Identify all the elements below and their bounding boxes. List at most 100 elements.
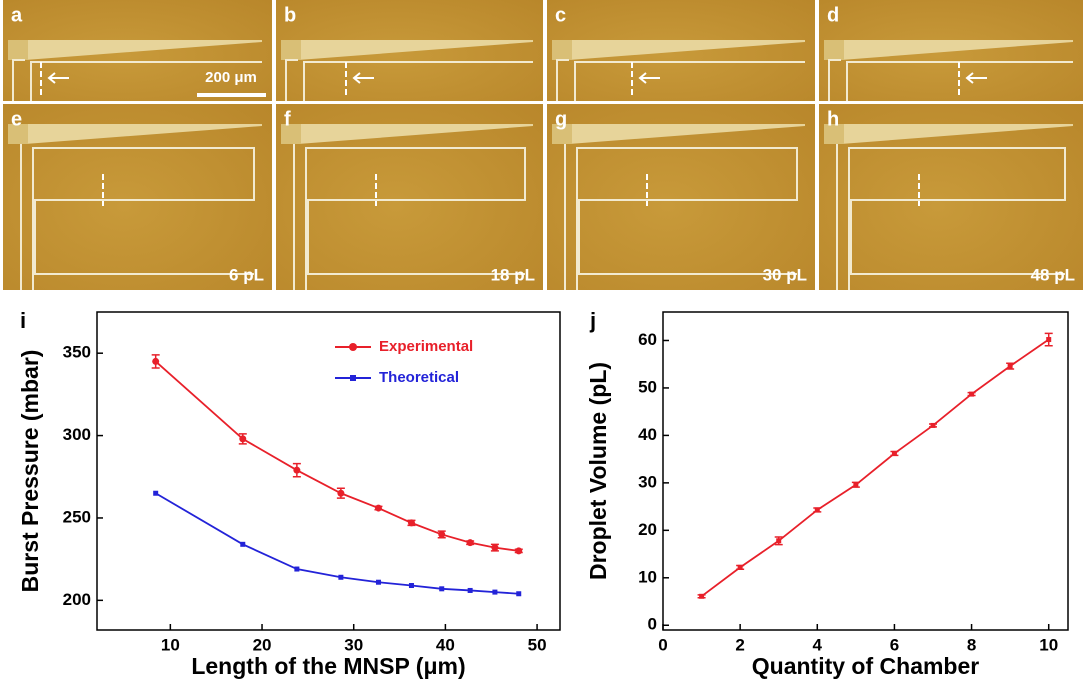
y-tick-label: 60	[638, 330, 657, 349]
marker	[439, 586, 445, 592]
series-line	[155, 492, 519, 595]
strip-head	[552, 40, 572, 60]
panel-label: i	[20, 308, 26, 333]
legend-marker	[350, 375, 356, 381]
strip	[25, 124, 262, 144]
marker	[1046, 337, 1052, 343]
marker	[814, 507, 820, 513]
marker	[467, 587, 473, 593]
marker	[466, 539, 474, 547]
panel-label: b	[284, 4, 296, 26]
strip	[298, 40, 533, 60]
x-tick-label: 6	[890, 635, 899, 654]
panel-label: h	[827, 108, 839, 130]
x-tick-label: 20	[253, 635, 272, 654]
channel	[20, 144, 255, 290]
y-tick-label: 0	[648, 615, 657, 634]
micrograph: d	[819, 0, 1083, 101]
x-tick-label: 0	[658, 635, 667, 654]
panel-label: e	[11, 108, 22, 130]
y-tick-label: 350	[63, 343, 91, 362]
y-tick-label: 10	[638, 567, 657, 586]
strip	[25, 40, 262, 60]
channel	[836, 144, 1066, 290]
x-tick-label: 4	[813, 635, 823, 654]
volume-label: 48 pL	[1031, 265, 1075, 284]
arrow	[638, 72, 660, 84]
micrograph: e 6 pL	[3, 104, 272, 290]
x-tick-label: 40	[436, 635, 455, 654]
strip	[841, 124, 1073, 144]
strip-head	[281, 40, 301, 60]
x-tick-label: 2	[735, 635, 744, 654]
micrograph: g 30 pL	[547, 104, 815, 290]
marker	[491, 544, 499, 552]
y-tick-label: 300	[63, 425, 91, 444]
y-tick-label: 250	[63, 507, 91, 526]
marker	[374, 504, 382, 512]
channel	[556, 59, 805, 101]
channel	[564, 144, 798, 290]
y-tick-label: 200	[63, 590, 91, 609]
strip-head	[8, 124, 28, 144]
panel-label: d	[827, 4, 839, 26]
legend-label: Theoretical	[379, 369, 459, 386]
marker	[515, 547, 523, 555]
marker	[969, 391, 975, 397]
plot-frame	[662, 311, 1069, 631]
x-tick-label: 10	[1039, 635, 1058, 654]
micrograph: b	[276, 0, 543, 101]
y-axis-label: Droplet Volume (pL)	[585, 362, 611, 580]
marker	[152, 357, 160, 365]
panel-label: c	[555, 4, 566, 26]
micrograph: a	[3, 0, 272, 101]
y-tick-label: 20	[638, 520, 657, 539]
marker	[239, 435, 247, 443]
micrograph: f 18 pL	[276, 104, 543, 290]
strip	[569, 40, 805, 60]
marker	[492, 589, 498, 595]
marker	[338, 574, 344, 580]
series-line	[701, 338, 1050, 598]
arrow	[352, 72, 374, 84]
strip-head	[552, 124, 572, 144]
scale-bar-label: 200 μm	[205, 69, 257, 86]
strip	[298, 124, 533, 144]
marker	[891, 450, 897, 456]
panel-label: f	[284, 108, 291, 130]
y-axis-label: Burst Pressure (mbar)	[17, 350, 43, 593]
marker	[737, 564, 743, 570]
panel-label: g	[555, 108, 567, 130]
x-tick-label: 30	[344, 635, 363, 654]
volume-label: 18 pL	[491, 265, 535, 284]
marker	[408, 583, 414, 589]
marker	[407, 519, 415, 527]
arrow	[965, 72, 987, 84]
y-tick-label: 30	[638, 472, 657, 491]
strip	[569, 124, 805, 144]
marker	[153, 490, 159, 496]
series-line	[155, 360, 519, 552]
marker	[699, 593, 705, 599]
x-axis-label: Quantity of Chamber	[752, 653, 980, 679]
marker	[240, 541, 246, 547]
marker	[337, 489, 345, 497]
marker	[853, 482, 859, 488]
channel	[12, 59, 262, 101]
strip-head	[281, 124, 301, 144]
x-axis-label: Length of the MNSP (μm)	[191, 653, 465, 679]
marker	[294, 566, 300, 572]
panel-label: a	[11, 4, 23, 26]
marker	[1007, 363, 1013, 369]
micrograph: c	[547, 0, 815, 101]
y-tick-label: 50	[638, 377, 657, 396]
x-tick-label: 10	[161, 635, 180, 654]
strip	[841, 40, 1073, 60]
panel-label: j	[589, 308, 596, 333]
volume-label: 6 pL	[229, 265, 264, 284]
marker	[438, 530, 446, 538]
legend-marker	[349, 343, 357, 351]
legend-label: Experimental	[379, 338, 473, 355]
marker	[293, 466, 301, 474]
